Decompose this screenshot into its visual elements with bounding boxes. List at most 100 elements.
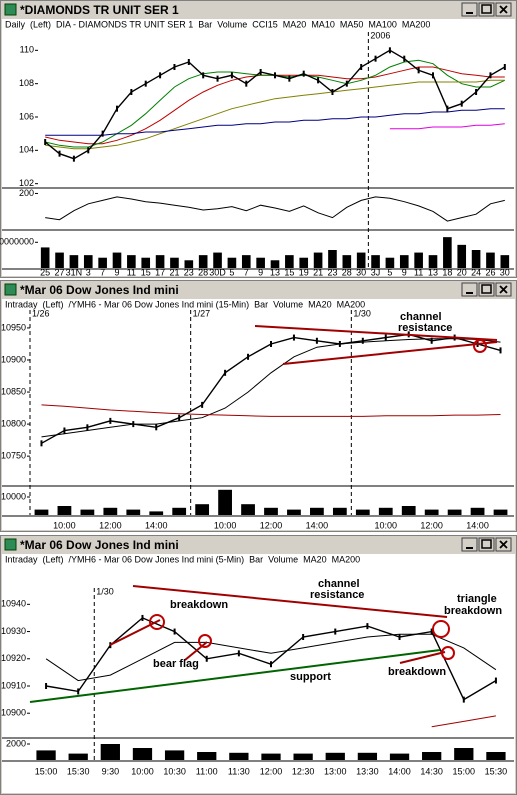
window-icon [4, 283, 17, 296]
volume-bar [357, 752, 378, 760]
price-bar [230, 72, 233, 79]
volume-bar [149, 511, 164, 515]
price-bar [87, 147, 90, 154]
ma-line [431, 715, 496, 728]
y-tick-label: 10910 [1, 680, 26, 690]
volume-bar [486, 252, 495, 268]
header-item: Daily [5, 19, 26, 29]
annotation: resistance [398, 322, 452, 334]
volume-bar [328, 250, 337, 268]
volume-bar [132, 748, 153, 760]
x-tick-label: 18 [442, 267, 452, 277]
minimize-button[interactable] [461, 537, 478, 552]
highlight-circle [441, 646, 455, 660]
x-tick-label: 15 [284, 267, 294, 277]
price-bar [430, 337, 433, 344]
x-tick-label: 15:00 [35, 766, 58, 776]
annotation: breakdown [170, 599, 228, 611]
x-tick-label: 25 [40, 267, 50, 277]
button-glyph [499, 5, 508, 14]
price-bar [374, 55, 377, 62]
volume-bar [414, 252, 423, 268]
volume-bar [270, 260, 280, 268]
y-tick-label: 108 [19, 78, 34, 88]
volume-bar [229, 752, 249, 760]
y-tick-label: 10000 [1, 491, 26, 501]
highlight-circle [149, 614, 165, 630]
volume-bar [197, 752, 217, 760]
price-bar [292, 334, 295, 341]
x-tick-label: 13:00 [324, 766, 347, 776]
button-glyph [481, 284, 492, 294]
annotation: channel [318, 578, 360, 590]
x-tick-label: 9:30 [102, 766, 120, 776]
volume-bar [342, 255, 352, 268]
price-bar [205, 655, 208, 662]
cci-line [45, 196, 505, 222]
header-item: MA200 [337, 299, 366, 309]
price-bar [475, 89, 478, 95]
minimize-button[interactable] [461, 282, 478, 297]
price-bar [109, 417, 112, 424]
minimize-button[interactable] [461, 2, 478, 17]
annotation: resistance [310, 589, 364, 601]
volume-bar [493, 509, 508, 515]
volume-bar [293, 753, 313, 760]
price-bar [216, 75, 219, 82]
price-bar [388, 47, 391, 54]
header-item: MA50 [340, 19, 364, 29]
price-bar [317, 77, 320, 84]
price-bar [45, 683, 48, 689]
volume-bar [424, 509, 439, 515]
x-tick-label: 12:00 [99, 520, 122, 530]
price-bar [144, 80, 147, 87]
x-tick-label: 19 [299, 267, 309, 277]
button-glyph [481, 4, 492, 14]
volume-bar [83, 255, 93, 268]
header-item: Volume [268, 554, 298, 564]
y-tick-label: 10940 [1, 599, 26, 609]
y-tick-label: 10900 [1, 708, 26, 718]
volume-bar [371, 255, 380, 268]
x-tick-label: 24 [471, 267, 481, 277]
ma-line [45, 79, 505, 150]
x-tick-label: 17 [155, 267, 165, 277]
price-bar [178, 414, 181, 421]
y-tick-label: 10900 [1, 354, 26, 364]
x-tick-label: 10:00 [374, 520, 397, 530]
x-tick-label: 7 [100, 267, 105, 277]
price-bar [202, 72, 205, 79]
header-item: MA20 [303, 554, 327, 564]
volume-bar [195, 504, 210, 515]
price-bar [366, 623, 369, 630]
volume-bar [141, 257, 151, 268]
volume-bar [443, 237, 452, 268]
volume-bar [57, 506, 72, 515]
price-bar [403, 55, 406, 62]
annotation: support [290, 671, 331, 683]
window-title: *DIAMONDS TR UNIT SER 1 [20, 3, 179, 17]
volume-bar [356, 252, 366, 268]
trend-line [109, 619, 161, 646]
x-tick-label: 9 [258, 267, 263, 277]
x-tick-label: 30 [356, 267, 366, 277]
x-tick-label: 28 [342, 267, 352, 277]
price-bar [499, 347, 502, 354]
volume-bar [198, 255, 208, 268]
annotation: triangle [457, 593, 497, 605]
y-tick-label: 10950 [1, 322, 26, 332]
highlight-circle [432, 620, 450, 638]
price-bar [360, 64, 363, 70]
volume-bar [34, 509, 49, 515]
price-bar [270, 340, 272, 347]
volume-bar [399, 255, 409, 268]
price-bar [130, 89, 133, 95]
price-bar [224, 369, 227, 376]
volume-bar [227, 257, 237, 268]
header-item: Bar [254, 299, 268, 309]
y-tick-label: 10000000 [0, 237, 34, 247]
price-bar [446, 105, 449, 112]
volume-bar [155, 255, 165, 268]
volume-bar [285, 255, 294, 268]
header-item: MA200 [332, 554, 361, 564]
